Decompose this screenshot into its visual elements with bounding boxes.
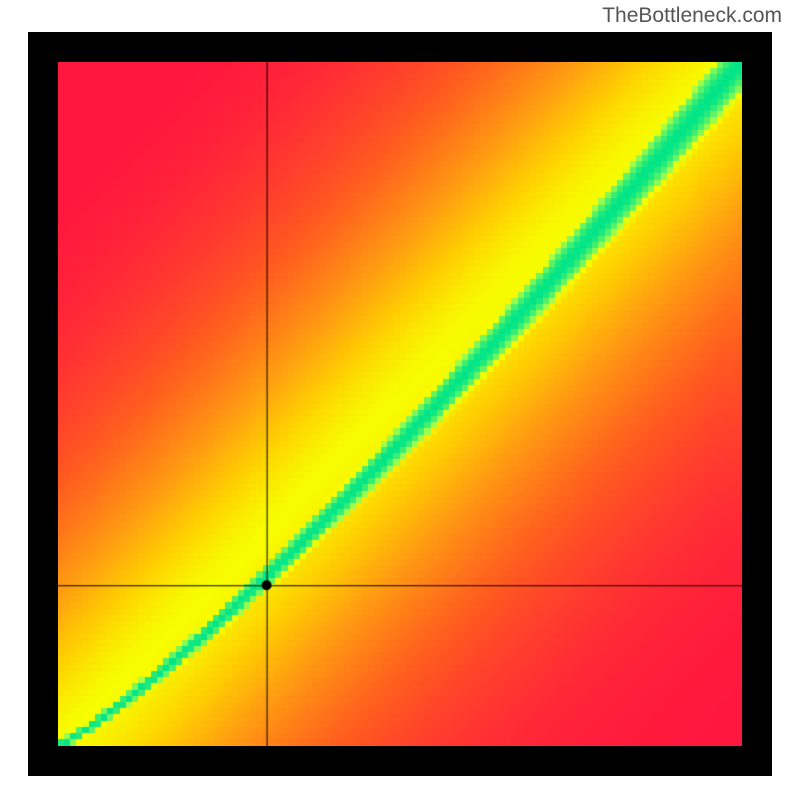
plot-frame: [28, 32, 772, 776]
chart-container: TheBottleneck.com: [0, 0, 800, 800]
crosshair-overlay: [58, 62, 742, 746]
watermark-text: TheBottleneck.com: [602, 4, 782, 28]
